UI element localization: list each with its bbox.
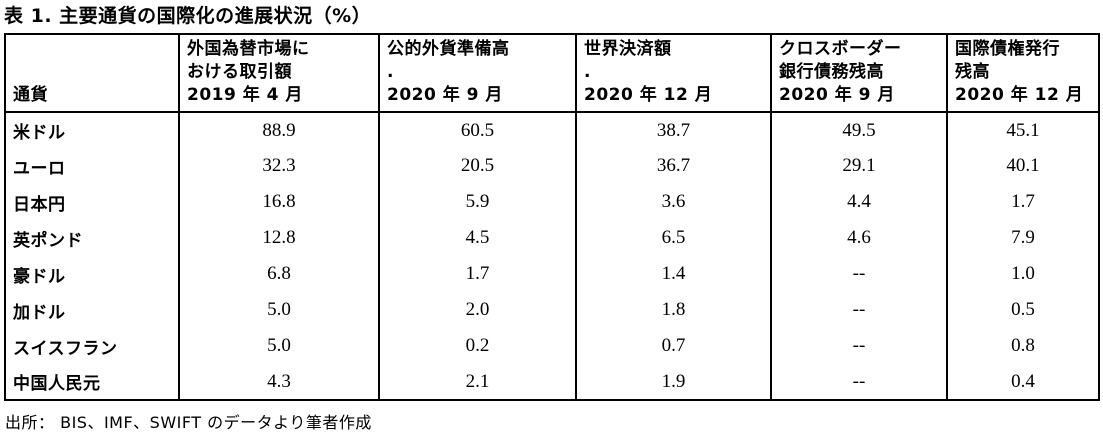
value-cell: 49.5 xyxy=(770,112,948,148)
table-row: 英ポンド 12.8 4.5 6.5 4.6 7.9 xyxy=(4,220,1100,256)
header-official-fx-reserves: 公的外貨準備高 . 2020 年 9 月 xyxy=(378,33,577,113)
header-crossborder-bank-liabilities: クロスボーダー 銀行債務残高 2020 年 9 月 xyxy=(770,33,948,113)
header-line: 世界決済額 xyxy=(584,39,672,59)
table-row: スイスフラン 5.0 0.2 0.7 -- 0.8 xyxy=(4,328,1100,364)
table-title: 表 1. 主要通貨の国際化の進展状況（%） xyxy=(4,5,372,27)
value-cell: 88.9 xyxy=(178,112,380,148)
value-cell: 38.7 xyxy=(575,112,772,148)
value-cell: 1.4 xyxy=(575,256,772,292)
currency-label: 日本円 xyxy=(4,184,180,220)
currency-label: 中国人民元 xyxy=(4,364,180,401)
header-line: おける取引額 xyxy=(187,62,292,82)
value-cell: 5.0 xyxy=(178,292,380,328)
value-cell: 3.6 xyxy=(575,184,772,220)
header-line: 2020 年 9 月 xyxy=(387,85,503,105)
table-row: 米ドル 88.9 60.5 38.7 49.5 45.1 xyxy=(4,112,1100,148)
currency-label: 米ドル xyxy=(4,112,180,148)
value-cell: 20.5 xyxy=(378,148,577,184)
value-cell: 5.9 xyxy=(378,184,577,220)
source-note: 出所： BIS、IMF、SWIFT のデータより筆者作成 xyxy=(5,413,372,432)
value-cell: 45.1 xyxy=(946,112,1100,148)
value-cell: 0.4 xyxy=(946,364,1100,401)
header-line: 2020 年 9 月 xyxy=(779,85,895,105)
currency-label: スイスフラン xyxy=(4,328,180,364)
value-cell: 36.7 xyxy=(575,148,772,184)
header-line: 銀行債務残高 xyxy=(779,62,884,82)
value-cell: 1.0 xyxy=(946,256,1100,292)
header-line: 公的外貨準備高 xyxy=(387,39,510,59)
value-cell: 1.9 xyxy=(575,364,772,401)
value-cell: 2.0 xyxy=(378,292,577,328)
value-cell: 0.5 xyxy=(946,292,1100,328)
header-line: 国際債権発行 xyxy=(955,39,1060,59)
currency-label: 加ドル xyxy=(4,292,180,328)
header-currency: 通貨 xyxy=(4,33,180,113)
table-row: 加ドル 5.0 2.0 1.8 -- 0.5 xyxy=(4,292,1100,328)
value-cell: 12.8 xyxy=(178,220,380,256)
table-row: 豪ドル 6.8 1.7 1.4 -- 1.0 xyxy=(4,256,1100,292)
value-cell: 0.8 xyxy=(946,328,1100,364)
value-cell: 4.6 xyxy=(770,220,948,256)
value-cell: 6.5 xyxy=(575,220,772,256)
value-cell: 40.1 xyxy=(946,148,1100,184)
header-row: 通貨 外国為替市場に おける取引額 2019 年 4 月 公的外貨準備高 . 2… xyxy=(4,33,1100,113)
table-row: ユーロ 32.3 20.5 36.7 29.1 40.1 xyxy=(4,148,1100,184)
value-cell: -- xyxy=(770,328,948,364)
table-header: 通貨 外国為替市場に おける取引額 2019 年 4 月 公的外貨準備高 . 2… xyxy=(4,33,1100,113)
value-cell: 4.5 xyxy=(378,220,577,256)
value-cell: 6.8 xyxy=(178,256,380,292)
header-world-payments: 世界決済額 . 2020 年 12 月 xyxy=(575,33,772,113)
value-cell: 5.0 xyxy=(178,328,380,364)
value-cell: 4.3 xyxy=(178,364,380,401)
value-cell: -- xyxy=(770,364,948,401)
header-line: 残高 xyxy=(955,62,990,82)
header-fx-market-turnover: 外国為替市場に おける取引額 2019 年 4 月 xyxy=(178,33,380,113)
table-row: 日本円 16.8 5.9 3.6 4.4 1.7 xyxy=(4,184,1100,220)
table-body: 米ドル 88.9 60.5 38.7 49.5 45.1 ユーロ 32.3 20.5 36.7 29… xyxy=(4,112,1100,401)
header-international-debt-issuance: 国際債権発行 残高 2020 年 12 月 xyxy=(946,33,1100,113)
header-line: 2020 年 12 月 xyxy=(955,85,1084,105)
header-line: 外国為替市場に xyxy=(187,39,310,59)
table-row: 中国人民元 4.3 2.1 1.9 -- 0.4 xyxy=(4,364,1100,401)
value-cell: 1.8 xyxy=(575,292,772,328)
value-cell: 2.1 xyxy=(378,364,577,401)
value-cell: -- xyxy=(770,292,948,328)
header-line: 2019 年 4 月 xyxy=(187,85,303,105)
value-cell: 32.3 xyxy=(178,148,380,184)
value-cell: 29.1 xyxy=(770,148,948,184)
currency-label: 豪ドル xyxy=(4,256,180,292)
value-cell: 1.7 xyxy=(946,184,1100,220)
value-cell: -- xyxy=(770,256,948,292)
currency-label: 英ポンド xyxy=(4,220,180,256)
currency-label: ユーロ xyxy=(4,148,180,184)
value-cell: 60.5 xyxy=(378,112,577,148)
value-cell: 0.2 xyxy=(378,328,577,364)
value-cell: 1.7 xyxy=(378,256,577,292)
value-cell: 4.4 xyxy=(770,184,948,220)
value-cell: 7.9 xyxy=(946,220,1100,256)
header-line: 2020 年 12 月 xyxy=(584,85,713,105)
header-line: . xyxy=(584,62,591,82)
header-line: . xyxy=(387,62,394,82)
value-cell: 0.7 xyxy=(575,328,772,364)
header-line: クロスボーダー xyxy=(779,39,902,59)
currency-internationalization-table: 通貨 外国為替市場に おける取引額 2019 年 4 月 公的外貨準備高 . 2… xyxy=(4,33,1100,401)
value-cell: 16.8 xyxy=(178,184,380,220)
